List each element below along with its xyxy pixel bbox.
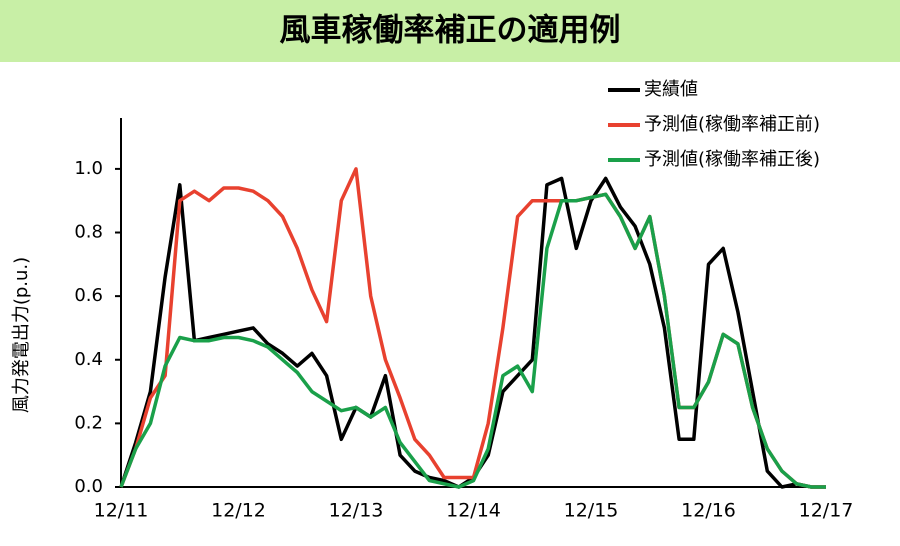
legend-label: 予測値(稼働率補正前) (644, 114, 820, 135)
y-tick-label: 0.8 (74, 222, 103, 243)
series-line (119, 167, 826, 489)
x-tick-label: 12/13 (329, 500, 384, 522)
legend-label: 実績値 (644, 79, 698, 100)
y-tick-label: 1.0 (74, 158, 103, 179)
x-tick-label: 12/14 (446, 500, 501, 522)
y-tick-label: 0.4 (74, 349, 103, 370)
x-tick-label: 12/16 (681, 500, 736, 522)
title-bar (0, 0, 900, 62)
x-tick-label: 12/11 (94, 500, 149, 522)
x-tick-label: 12/15 (564, 500, 619, 522)
y-tick-label: 0.2 (74, 412, 103, 433)
y-tick-label: 0.6 (74, 285, 103, 306)
y-axis-label: 風力発電出力(p.u.) (11, 257, 32, 413)
x-tick-label: 12/17 (799, 500, 854, 522)
y-tick-label: 0.0 (74, 476, 103, 497)
x-tick-label: 12/12 (211, 500, 266, 522)
legend-label: 予測値(稼働率補正後) (644, 149, 820, 170)
series-line (119, 176, 826, 489)
series-line (119, 192, 826, 489)
chart-title: 風車稼働率補正の適用例 (280, 13, 621, 49)
